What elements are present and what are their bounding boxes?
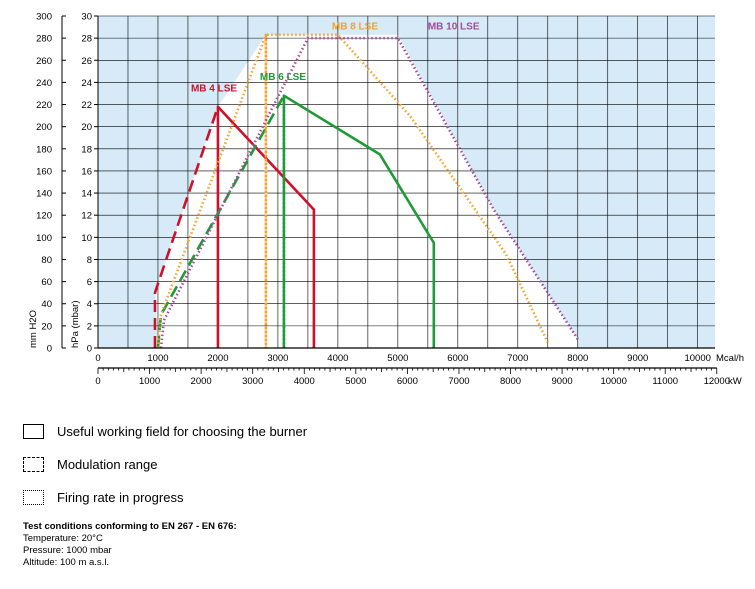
legend-item-modulation: Modulation range [23,457,157,472]
mcal-tick-label: 6000 [447,353,468,364]
mb-6-lse-working-field-line [282,94,436,348]
mcal-tick-label: 3000 [267,353,288,364]
mcal-tick-label: 2000 [207,353,228,364]
kw-tick-label: 11000 [652,376,678,387]
hpa-tick-label: 16 [81,166,92,177]
mmh2o-tick-label: 100 [36,233,52,244]
kw-tick-label: 6000 [397,376,418,387]
mcal-tick-label: 1000 [147,353,168,364]
hpa-tick-label: 12 [81,211,92,222]
mmh2o-tick-label: 160 [36,166,52,177]
hpa-tick-label: 6 [87,277,92,288]
mmh2o-tick-label: 180 [36,144,52,155]
hpa-tick-label: 22 [81,100,92,111]
chart-axes [61,15,718,374]
mmh2o-tick-label: 40 [41,299,52,310]
kw-tick-label: 1000 [139,376,160,387]
legend-label-firing: Firing rate in progress [57,490,184,505]
mcal-tick-label: 8000 [567,353,588,364]
hpa-tick-label: 20 [81,122,92,133]
hpa-axis-title: hPa (mbar) [70,300,81,348]
mmh2o-tick-label: 220 [36,100,52,111]
kw-tick-label: 8000 [500,376,521,387]
mcal-tick-label: 4000 [327,353,348,364]
mmh2o-tick-label: 200 [36,122,52,133]
test-condition-altitude: Altitude: 100 m a.s.l. [23,557,110,568]
kw-tick-label: 10000 [600,376,626,387]
kw-tick-label: 5000 [345,376,366,387]
solid-box-icon [23,424,44,439]
legend-item-working-field: Useful working field for choosing the bu… [23,424,307,439]
series-label: MB 4 LSE [191,83,237,94]
test-conditions: Test conditions conforming to EN 267 - E… [23,521,237,569]
mb-4-lse-working-field-line [216,105,316,348]
test-conditions-heading: Test conditions conforming to EN 267 - E… [23,521,237,532]
mmh2o-tick-label: 140 [36,189,52,200]
series-label: MB 10 LSE [428,21,480,32]
mcal-tick-label: 7000 [507,353,528,364]
hpa-tick-label: 24 [81,78,92,89]
hpa-tick-label: 8 [87,255,92,266]
hpa-tick-label: 30 [81,12,92,23]
hpa-tick-label: 28 [81,34,92,45]
hpa-tick-label: 4 [87,299,92,310]
kw-unit-label: kW [728,376,742,387]
series-label: MB 8 LSE [332,21,378,32]
test-condition-pressure: Pressure: 1000 mbar [23,545,112,556]
mmh2o-axis-title: mm H2O [28,310,39,348]
hpa-tick-label: 0 [87,344,92,355]
kw-tick-label: 9000 [552,376,573,387]
kw-tick-label: 12000 [704,376,730,387]
envelope-white-area [154,34,578,349]
mmh2o-tick-label: 80 [41,255,52,266]
mmh2o-tick-label: 240 [36,78,52,89]
mmh2o-tick-label: 60 [41,277,52,288]
mcal-tick-label: 9000 [627,353,648,364]
hpa-tick-label: 18 [81,144,92,155]
chart-series [153,33,579,350]
mcal-tick-label: 0 [95,353,100,364]
kw-tick-label: 4000 [294,376,315,387]
hpa-tick-label: 10 [81,233,92,244]
test-condition-temperature: Temperature: 20°C [23,533,103,544]
mmh2o-tick-label: 0 [47,344,52,355]
mmh2o-tick-label: 280 [36,34,52,45]
legend-label-modulation: Modulation range [57,457,158,472]
mb-8-lse-firing-line [156,33,549,350]
kw-tick-label: 3000 [242,376,263,387]
hpa-tick-label: 2 [87,321,92,332]
mcal-tick-label: 10000 [684,353,710,364]
hpa-tick-label: 26 [81,56,92,67]
legend-item-firing: Firing rate in progress [23,490,183,505]
legend-label-working-field: Useful working field for choosing the bu… [57,424,308,439]
dashed-box-icon [23,457,44,472]
dotted-box-icon [23,490,44,505]
mmh2o-tick-label: 120 [36,211,52,222]
mmh2o-tick-label: 260 [36,56,52,67]
mmh2o-tick-label: 20 [41,321,52,332]
kw-tick-label: 2000 [191,376,212,387]
hpa-tick-label: 14 [81,189,92,200]
mcal-unit-label: Mcal/h [716,353,744,364]
mb-4-lse-modulation-line [153,106,220,348]
mmh2o-tick-label: 300 [36,12,52,23]
kw-tick-label: 7000 [448,376,469,387]
mb-6-lse-modulation-line [156,95,286,349]
mcal-tick-label: 5000 [387,353,408,364]
kw-tick-label: 0 [95,376,100,387]
chart-background [98,16,715,349]
series-label: MB 6 LSE [260,72,306,83]
